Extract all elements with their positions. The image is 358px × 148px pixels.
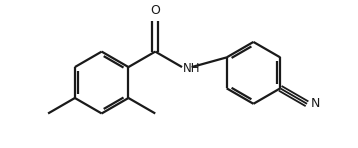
Text: N: N	[311, 97, 320, 110]
Text: NH: NH	[183, 62, 200, 75]
Text: O: O	[150, 4, 160, 17]
